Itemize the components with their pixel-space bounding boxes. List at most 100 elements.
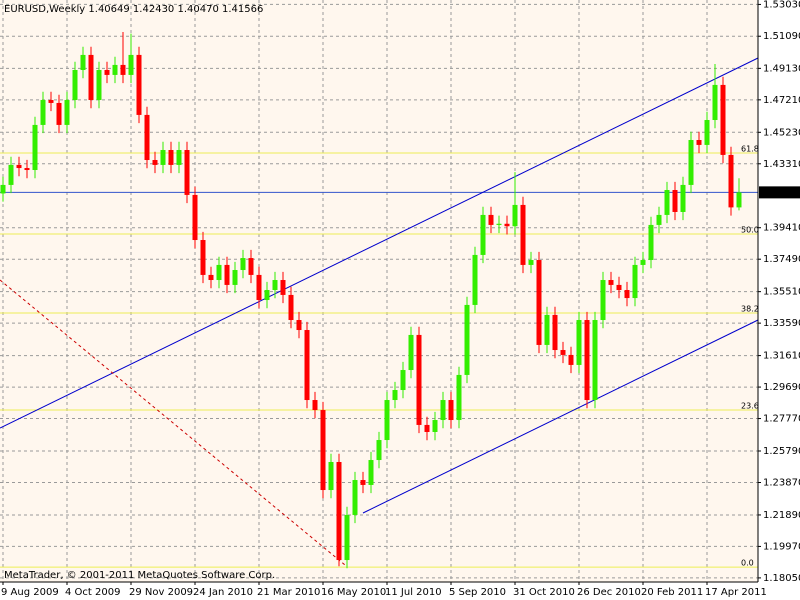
x-tick-label: 26 Dec 2010 [577, 587, 641, 598]
candle-body [624, 290, 630, 299]
candle-body [456, 374, 462, 421]
candle-body [232, 270, 238, 285]
x-tick-label: 20 Feb 2011 [641, 587, 703, 598]
candle-body [216, 264, 222, 281]
candle-body [656, 214, 662, 225]
candle-body [240, 258, 246, 271]
candle-body [160, 150, 166, 165]
current-price-box [759, 186, 800, 199]
candle-body [296, 320, 302, 331]
fib-label: 23.6 [741, 402, 759, 411]
y-tick-label: 1.37490 [763, 254, 800, 265]
candle-body [32, 124, 38, 171]
x-tick-label: 29 Nov 2009 [129, 587, 193, 598]
x-tick-label: 24 Jan 2010 [193, 587, 253, 598]
candle-body [272, 280, 278, 291]
candle-body [72, 70, 78, 101]
candle-body [432, 420, 438, 432]
chart-title: EURUSD,Weekly 1.40649 1.42430 1.40470 1.… [4, 4, 263, 15]
candle-body [736, 192, 742, 208]
x-tick-label: 31 Oct 2010 [513, 587, 575, 598]
candle-body [304, 330, 310, 401]
candle-body [104, 70, 110, 75]
candle-body [536, 260, 542, 345]
candle-body [224, 264, 230, 285]
candle-body [464, 304, 470, 375]
x-tick-label: 21 Mar 2010 [257, 587, 320, 598]
candle-body [48, 100, 54, 103]
candle-body [200, 240, 206, 275]
candle-body [488, 214, 494, 225]
copyright: MetaTrader, © 2001-2011 MetaQuotes Softw… [4, 570, 275, 581]
candle-body [344, 514, 350, 561]
candle-body [728, 154, 734, 208]
y-tick-label: 1.45230 [763, 127, 800, 138]
y-tick-label: 1.25790 [763, 446, 800, 457]
candle-body [520, 204, 526, 265]
candle-body [8, 164, 14, 185]
candle-body [688, 140, 694, 185]
current-price-label: 1.41566 [762, 187, 800, 198]
y-tick-label: 1.29690 [763, 382, 800, 393]
candle-body [288, 294, 294, 321]
y-tick-label: 1.33590 [763, 318, 800, 329]
x-tick-label: 4 Oct 2009 [65, 587, 120, 598]
candle-body [512, 204, 518, 227]
candle-body [416, 334, 422, 425]
candle-body [528, 260, 534, 265]
x-tick-label: 9 Aug 2009 [1, 587, 59, 598]
candle-body [280, 280, 286, 295]
candle-body [568, 354, 574, 365]
candle-body [592, 320, 598, 401]
candle-body [96, 70, 102, 101]
candle-body [480, 214, 486, 255]
y-tick-label: 1.51090 [763, 31, 800, 42]
fib-label: 38.2 [741, 304, 759, 313]
x-tick-label: 16 May 2010 [321, 587, 386, 598]
candle-body [392, 390, 398, 401]
x-tick-label: 17 Apr 2011 [705, 587, 767, 598]
candle-body [560, 350, 566, 355]
candle-body [352, 480, 358, 515]
candle-body [424, 424, 430, 432]
y-tick-label: 1.21890 [763, 510, 800, 521]
candle-body [448, 400, 454, 421]
candle-body [504, 223, 510, 227]
candle-body [64, 100, 70, 125]
candle-body [136, 54, 142, 115]
candle-body [640, 260, 646, 265]
candle-body [368, 460, 374, 485]
candle-body [408, 334, 414, 371]
y-tick-label: 1.49130 [763, 63, 800, 74]
candle-body [680, 184, 686, 212]
plot-area [0, 0, 758, 582]
fib-trendline [0, 279, 346, 566]
candle-body [184, 150, 190, 195]
y-tick-label: 1.27770 [763, 414, 800, 425]
channel-lower [362, 319, 759, 514]
y-tick-label: 1.39410 [763, 223, 800, 234]
candle-body [16, 164, 22, 169]
candle-body [552, 314, 558, 351]
x-tick-label: 5 Sep 2010 [449, 587, 506, 598]
fib-label: 0.0 [741, 559, 754, 568]
candle-body [168, 150, 174, 165]
candle-body [376, 440, 382, 461]
candle-body [56, 102, 62, 125]
candle-body [248, 258, 254, 275]
candle-body [496, 223, 502, 225]
candle-body [712, 84, 718, 121]
y-tick-label: 1.47210 [763, 95, 800, 106]
candle-body [600, 280, 606, 321]
channel-upper [0, 57, 759, 429]
candle-body [112, 64, 118, 75]
candle-body [88, 54, 94, 101]
candle-body [120, 64, 126, 75]
y-tick-label: 1.53030 [763, 0, 800, 10]
candle-body [24, 168, 30, 171]
candle-body [616, 284, 622, 291]
candle-body [40, 100, 46, 125]
candle-body [720, 84, 726, 155]
